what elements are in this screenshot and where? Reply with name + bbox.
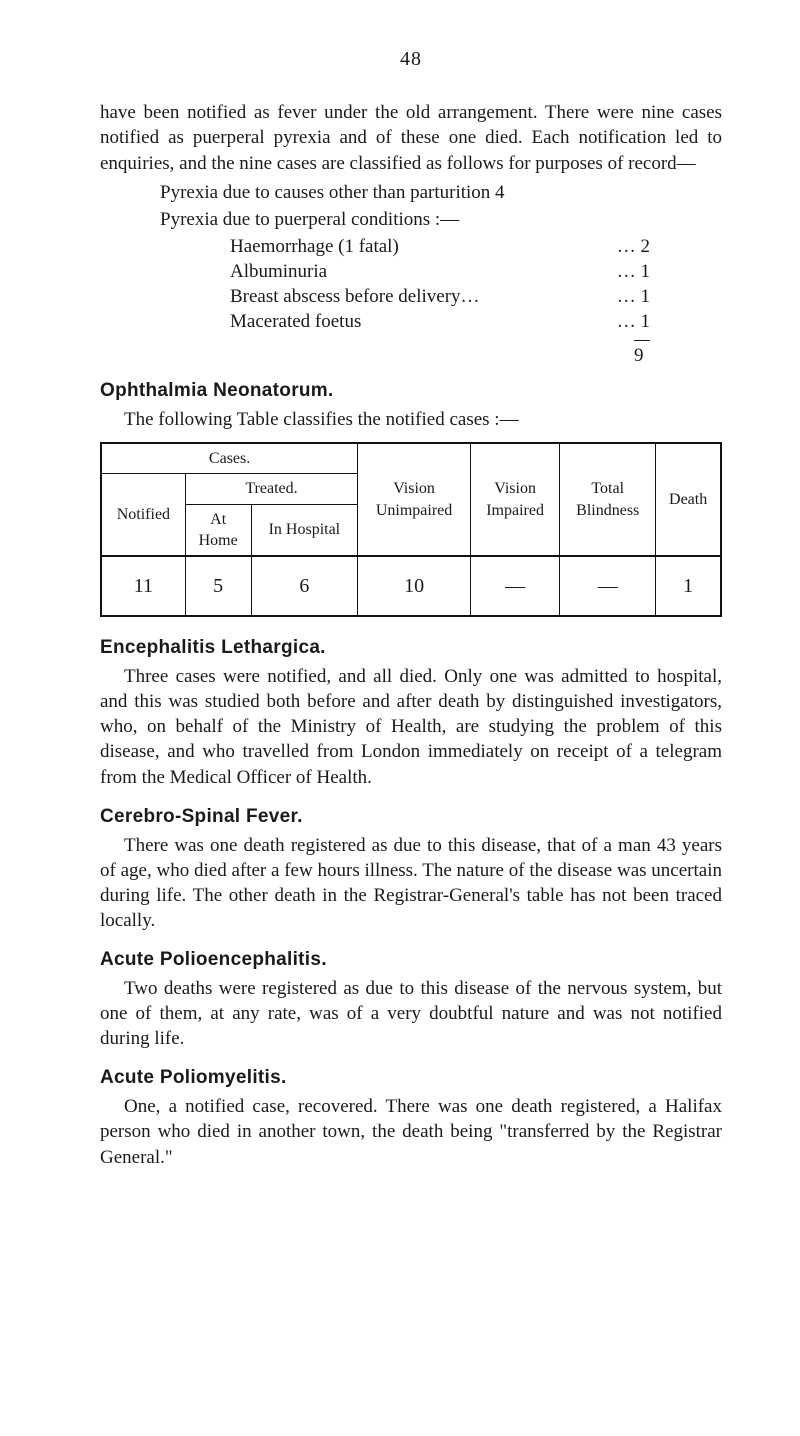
- total-value: 9: [100, 343, 722, 368]
- pyrexia-line-2: Pyrexia due to puerperal conditions :—: [100, 207, 722, 232]
- heading-cerebro-spinal: Cerebro-Spinal Fever.: [100, 804, 722, 829]
- cause-value: … 1: [617, 284, 650, 309]
- cause-value: … 1: [617, 309, 650, 334]
- th-death: Death: [656, 443, 721, 555]
- th-cases: Cases.: [101, 443, 358, 474]
- th-total-blindness: Total Blindness: [560, 443, 656, 555]
- cause-label: Haemorrhage (1 fatal): [230, 234, 399, 259]
- pyrexia-line-1: Pyrexia due to causes other than parturi…: [100, 180, 722, 205]
- th-vision-unimpaired: Vision Unimpaired: [358, 443, 471, 555]
- td-death: 1: [656, 556, 721, 616]
- td-notified: 11: [101, 556, 185, 616]
- cases-table: Cases. Vision Unimpaired Vision Impaired…: [100, 442, 722, 617]
- cause-row: Albuminuria … 1: [230, 259, 650, 284]
- td-total-blindness: —: [560, 556, 656, 616]
- cause-row: Breast abscess before delivery… … 1: [230, 284, 650, 309]
- cause-label: Albuminuria: [230, 259, 327, 284]
- td-vision-impaired: —: [470, 556, 559, 616]
- polioencephalitis-body: Two deaths were registered as due to thi…: [100, 976, 722, 1051]
- heading-poliomyelitis: Acute Poliomyelitis.: [100, 1065, 722, 1090]
- cerebro-spinal-body: There was one death registered as due to…: [100, 833, 722, 933]
- th-treated: Treated.: [185, 474, 357, 504]
- th-at-home: At Home: [185, 504, 251, 556]
- heading-encephalitis: Encephalitis Lethargica.: [100, 635, 722, 660]
- page-root: 48 have been notified as fever under the…: [0, 0, 800, 1436]
- page-number: 48: [100, 46, 722, 72]
- cause-list: Haemorrhage (1 fatal) … 2 Albuminuria … …: [100, 234, 722, 334]
- td-at-home: 5: [185, 556, 251, 616]
- poliomyelitis-body: One, a notified case, recovered. There w…: [100, 1094, 722, 1169]
- td-in-hospital: 6: [251, 556, 358, 616]
- cause-value: … 1: [617, 259, 650, 284]
- ophthalmia-lead: The following Table classifies the notif…: [100, 407, 722, 432]
- cause-label: Breast abscess before delivery…: [230, 284, 480, 309]
- heading-polioencephalitis: Acute Polioencephalitis.: [100, 947, 722, 972]
- cause-label: Macerated foetus: [230, 309, 361, 334]
- cause-value: … 2: [617, 234, 650, 259]
- td-vision-unimpaired: 10: [358, 556, 471, 616]
- th-vision-impaired: Vision Impaired: [470, 443, 559, 555]
- cause-row: Haemorrhage (1 fatal) … 2: [230, 234, 650, 259]
- intro-paragraph: have been notified as fever under the ol…: [100, 100, 722, 175]
- th-in-hospital: In Hospital: [251, 504, 358, 556]
- encephalitis-body: Three cases were notified, and all died.…: [100, 664, 722, 789]
- cause-row: Macerated foetus … 1: [230, 309, 650, 334]
- th-notified: Notified: [101, 474, 185, 556]
- heading-ophthalmia: Ophthalmia Neonatorum.: [100, 378, 722, 403]
- total-rule: [634, 340, 650, 341]
